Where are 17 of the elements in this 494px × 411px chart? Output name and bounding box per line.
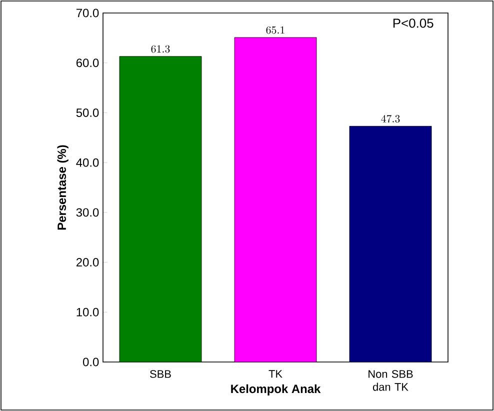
y-tick-label: 30.0	[76, 208, 99, 217]
y-tick-label: 40.0	[76, 158, 99, 167]
y-tick-label: 70.0	[76, 8, 99, 18]
y-tick-label: 20.0	[76, 258, 99, 267]
data-label: 61 .3	[151, 45, 170, 53]
y-tick-label: 50.0	[76, 108, 99, 117]
x-tick-label: Non SBB dan TK	[368, 370, 413, 391]
y-tick-label: 10.0	[76, 308, 99, 316]
data-label: 47.3	[381, 114, 400, 123]
x-tick-label: SBB	[150, 370, 171, 378]
y-axis-title: Persentase (%)	[57, 145, 68, 230]
y-tick-label: 60.0	[76, 58, 99, 68]
annotation: P<0.05	[393, 18, 434, 28]
x-tick-label: TK	[268, 370, 282, 378]
y-tick-label: 0.0	[83, 358, 99, 366]
data-label: 65. 1	[266, 26, 284, 34]
x-axis-title: Kelompok Anak	[231, 384, 321, 396]
